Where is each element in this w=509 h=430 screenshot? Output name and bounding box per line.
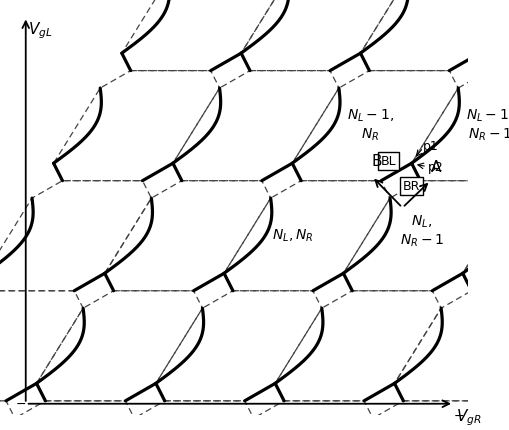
Text: $N_L, N_R$: $N_L, N_R$	[272, 227, 313, 244]
Text: $V_{gL}$: $V_{gL}$	[28, 21, 52, 41]
Text: B: B	[371, 154, 381, 169]
Text: $-$: $-$	[452, 409, 463, 422]
Text: $-$: $-$	[15, 397, 25, 410]
Text: p1: p1	[422, 140, 438, 153]
Text: BL: BL	[380, 155, 395, 168]
Text: $V_{gR}$: $V_{gR}$	[456, 408, 481, 428]
Text: A: A	[430, 160, 440, 175]
Text: $N_L,$
$N_R - 1$: $N_L,$ $N_R - 1$	[399, 214, 443, 249]
Text: p2: p2	[427, 161, 443, 174]
Text: $N_L - 1,$
$N_R - 1$: $N_L - 1,$ $N_R - 1$	[465, 108, 509, 143]
Text: $N_L - 1,$
$N_R$: $N_L - 1,$ $N_R$	[346, 108, 393, 143]
Text: BR: BR	[402, 180, 419, 193]
